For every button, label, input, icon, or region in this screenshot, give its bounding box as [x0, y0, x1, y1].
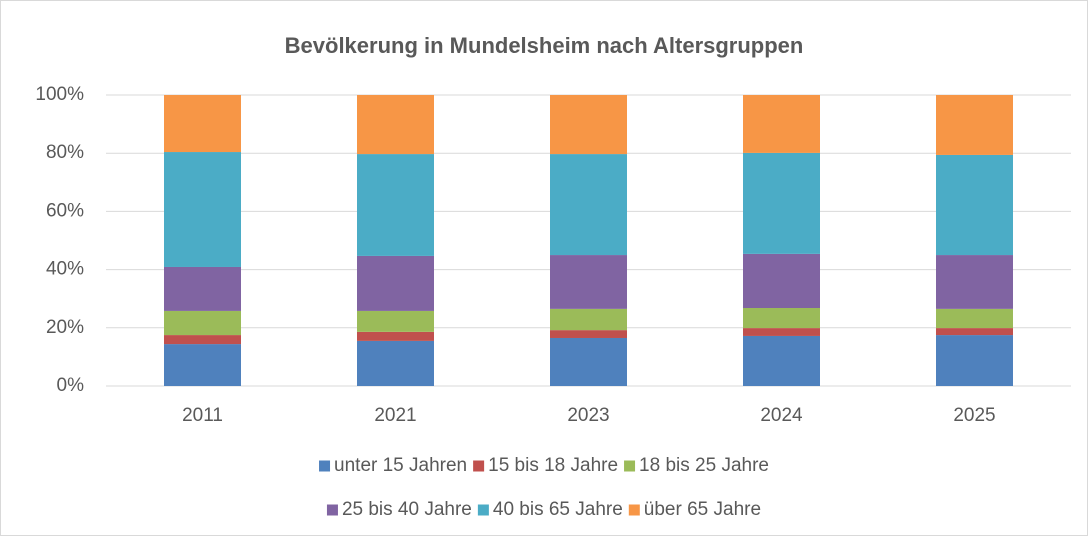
- bar-segment: [743, 335, 820, 386]
- bar-segment: [936, 308, 1013, 329]
- bar-segment: [357, 331, 434, 341]
- bar-segment: [936, 328, 1013, 336]
- bar-segment: [357, 95, 434, 155]
- x-tick-label: 2011: [182, 405, 223, 426]
- bar-segment: [936, 335, 1013, 386]
- bar-segment: [550, 330, 627, 338]
- bar-segment: [164, 344, 241, 386]
- bar-segment: [550, 308, 627, 331]
- chart-title: Bevölkerung in Mundelsheim nach Altersgr…: [285, 33, 804, 58]
- bar-segment: [550, 337, 627, 386]
- bar-segment: [743, 253, 820, 309]
- legend-label: 15 bis 18 Jahre: [488, 455, 618, 476]
- y-tick-label: 100%: [35, 84, 84, 105]
- legend-swatch: [319, 460, 331, 472]
- bar-segment: [936, 154, 1013, 256]
- y-tick-label: 40%: [46, 259, 84, 280]
- legend-swatch: [326, 504, 338, 516]
- bar-segment: [164, 95, 241, 153]
- x-tick-label: 2023: [567, 405, 609, 426]
- legend-label: 18 bis 25 Jahre: [639, 455, 769, 476]
- y-tick-label: 0%: [57, 375, 85, 396]
- bar-segment: [936, 255, 1013, 309]
- bar-segment: [550, 95, 627, 155]
- legend-swatch: [624, 460, 636, 472]
- bar-segment: [164, 152, 241, 267]
- bar-segment: [743, 308, 820, 329]
- y-tick-label: 20%: [46, 317, 84, 338]
- bar-segment: [743, 328, 820, 336]
- legend-label: 25 bis 40 Jahre: [342, 499, 472, 520]
- legend-swatch: [473, 460, 485, 472]
- x-tick-label: 2021: [374, 405, 416, 426]
- bar-segment: [164, 266, 241, 311]
- bar-segment: [936, 95, 1013, 155]
- legend-label: unter 15 Jahren: [334, 455, 467, 476]
- legend-swatch: [628, 504, 640, 516]
- y-tick-label: 60%: [46, 200, 84, 221]
- bar-segment: [164, 335, 241, 345]
- legend-swatch: [477, 504, 489, 516]
- bar-segment: [164, 310, 241, 336]
- y-tick-label: 80%: [46, 142, 84, 163]
- bar-segment: [357, 310, 434, 332]
- bar-segment: [550, 154, 627, 256]
- legend-label: 40 bis 65 Jahre: [493, 499, 623, 520]
- x-tick-label: 2025: [953, 405, 995, 426]
- bar-segment: [743, 152, 820, 254]
- bar-segment: [550, 255, 627, 309]
- bar-segment: [357, 154, 434, 256]
- legend-label: über 65 Jahre: [644, 499, 761, 520]
- bar-segment: [357, 255, 434, 311]
- bar-segment: [743, 95, 820, 153]
- bar-segment: [357, 340, 434, 386]
- x-tick-label: 2024: [760, 405, 803, 426]
